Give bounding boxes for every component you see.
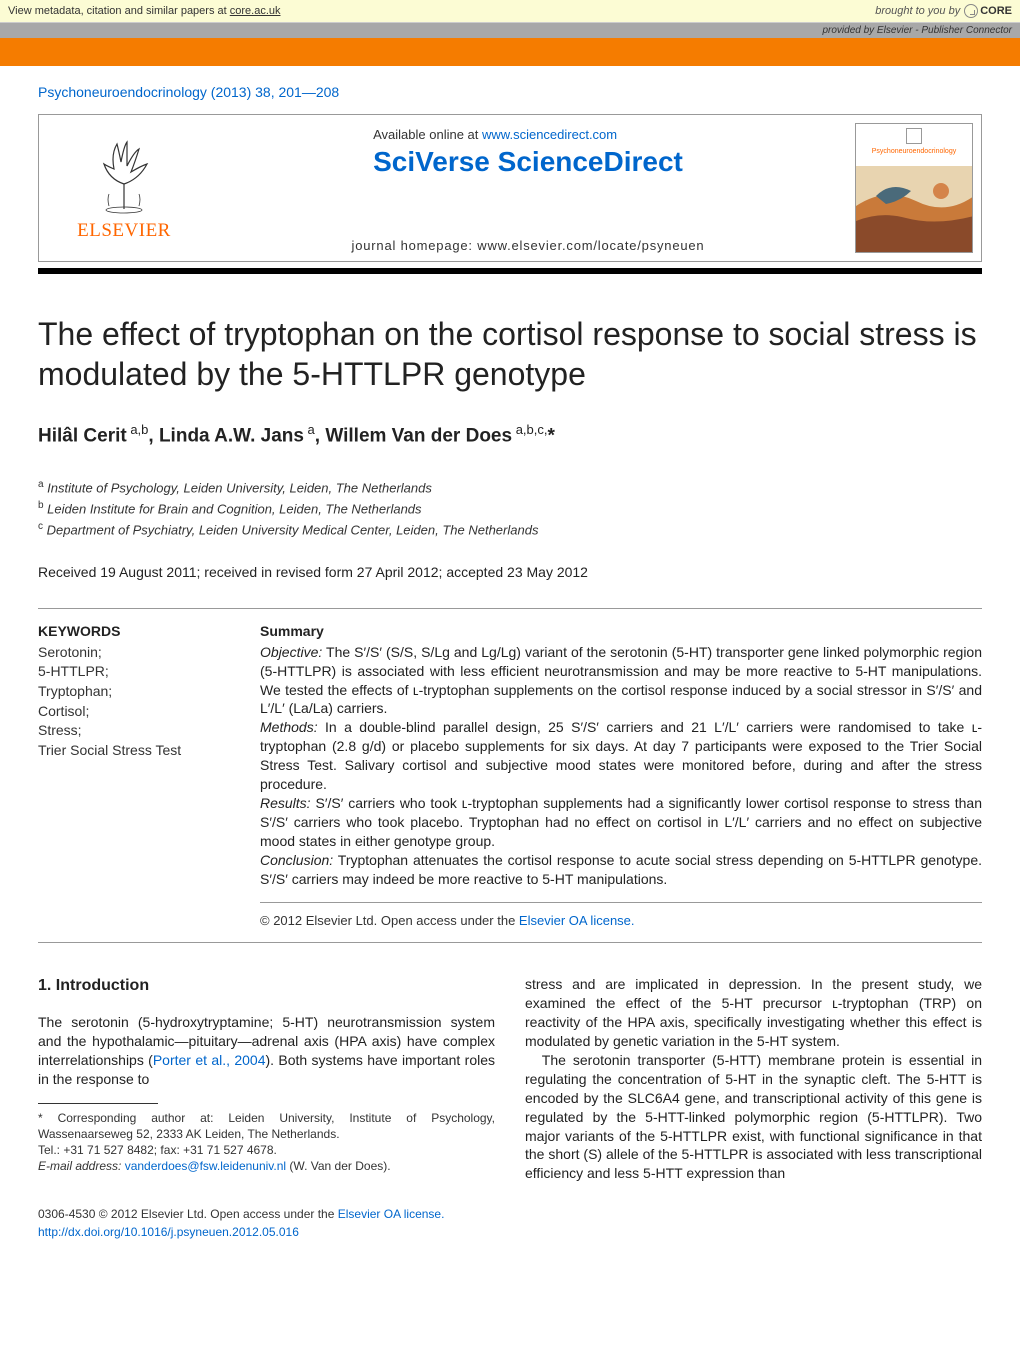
- issn-text: 0306-4530 © 2012 Elsevier Ltd.: [38, 1207, 210, 1221]
- available-online: Available online at www.sciencedirect.co…: [373, 127, 683, 142]
- intro-heading: 1. Introduction: [38, 975, 495, 997]
- copyright-open: Open access under the: [381, 913, 519, 928]
- journal-homepage: journal homepage: www.elsevier.com/locat…: [352, 238, 705, 253]
- orange-bar: [0, 38, 1020, 66]
- intro-col2-p2: The serotonin transporter (5-HTT) membra…: [525, 1051, 982, 1183]
- journal-citation: Psychoneuroendocrinology (2013) 38, 201—…: [38, 66, 982, 114]
- keywords-heading: KEYWORDS: [38, 623, 234, 639]
- journal-cover-block: Psychoneuroendocrinology: [847, 115, 981, 261]
- core-banner: View metadata, citation and similar pape…: [0, 0, 1020, 23]
- keywords-column: KEYWORDS Serotonin;5-HTTLPR;Tryptophan;C…: [38, 623, 234, 929]
- doi-link[interactable]: http://dx.doi.org/10.1016/j.psyneuen.201…: [38, 1225, 299, 1239]
- copyright-prefix: © 2012 Elsevier Ltd.: [260, 913, 381, 928]
- sciencedirect-link[interactable]: www.sciencedirect.com: [482, 127, 617, 142]
- received-line: Received 19 August 2011; received in rev…: [38, 564, 982, 580]
- summary-column: Summary Objective: The S′/S′ (S/S, S/Lg …: [260, 623, 982, 929]
- content-wrapper: Psychoneuroendocrinology (2013) 38, 201—…: [0, 66, 1020, 1261]
- objective-text: The S′/S′ (S/S, S/Lg and Lg/Lg) variant …: [260, 644, 982, 717]
- journal-cover: Psychoneuroendocrinology: [855, 123, 973, 253]
- core-banner-right: brought to you by CORE: [875, 4, 1012, 18]
- authors: Hilâl Cerit a,b, Linda A.W. Jans a, Will…: [38, 422, 982, 447]
- core-logo-icon: [964, 4, 978, 18]
- email-suffix: (W. Van der Does).: [286, 1159, 390, 1173]
- copyright-line: © 2012 Elsevier Ltd. Open access under t…: [260, 902, 982, 928]
- cover-art: [856, 166, 973, 252]
- intro-col-right: stress and are implicated in depression.…: [525, 975, 982, 1183]
- footer-open: Open access under the: [210, 1207, 337, 1221]
- objective-label: Objective:: [260, 644, 322, 660]
- core-banner-left: View metadata, citation and similar pape…: [8, 5, 281, 17]
- core-logo-text: CORE: [980, 5, 1012, 17]
- header-center: Available online at www.sciencedirect.co…: [209, 115, 847, 261]
- footer-section: 0306-4530 © 2012 Elsevier Ltd. Open acce…: [38, 1205, 982, 1261]
- intro-col-left: 1. Introduction The serotonin (5-hydroxy…: [38, 975, 495, 1183]
- provided-banner: provided by Elsevier - Publisher Connect…: [0, 23, 1020, 38]
- porter-citation[interactable]: Porter et al., 2004: [153, 1052, 266, 1068]
- methods-label: Methods:: [260, 719, 318, 735]
- journal-header-box: ELSEVIER Available online at www.science…: [38, 114, 982, 262]
- elsevier-tree-icon: [79, 134, 169, 214]
- affiliations: a Institute of Psychology, Leiden Univer…: [38, 477, 982, 539]
- results-text: S′/S′ carriers who took ʟ-tryptophan sup…: [260, 795, 982, 849]
- elsevier-wordmark: ELSEVIER: [77, 220, 171, 242]
- summary-text: Objective: The S′/S′ (S/S, S/Lg and Lg/L…: [260, 643, 982, 889]
- conclusion-label: Conclusion:: [260, 852, 333, 868]
- homepage-prefix: journal homepage:: [352, 238, 478, 253]
- issn-line: 0306-4530 © 2012 Elsevier Ltd. Open acce…: [38, 1205, 982, 1223]
- email-label: E-mail address:: [38, 1159, 125, 1173]
- view-metadata-text: View metadata, citation and similar pape…: [8, 5, 230, 17]
- homepage-link[interactable]: www.elsevier.com/locate/psyneuen: [477, 238, 704, 253]
- cover-title: Psychoneuroendocrinology: [856, 148, 972, 155]
- elsevier-logo-block: ELSEVIER: [39, 115, 209, 261]
- sciverse-logo: SciVerse ScienceDirect: [373, 146, 683, 178]
- abstract-box: KEYWORDS Serotonin;5-HTTLPR;Tryptophan;C…: [38, 608, 982, 944]
- footnote-divider: [38, 1103, 158, 1104]
- footnotes: * Corresponding author at: Leiden Univer…: [38, 1110, 495, 1175]
- results-label: Results:: [260, 795, 311, 811]
- tel-fax: Tel.: +31 71 527 8482; fax: +31 71 527 4…: [38, 1142, 495, 1158]
- summary-heading: Summary: [260, 623, 982, 639]
- methods-text: In a double-blind parallel design, 25 S′…: [260, 719, 982, 792]
- intro-col2-p1: stress and are implicated in depression.…: [525, 975, 982, 1051]
- keywords-list: Serotonin;5-HTTLPR;Tryptophan;Cortisol;S…: [38, 643, 234, 761]
- core-logo[interactable]: CORE: [964, 4, 1012, 18]
- thick-divider: [38, 268, 982, 274]
- available-prefix: Available online at: [373, 127, 482, 142]
- email-link[interactable]: vanderdoes@fsw.leidenuniv.nl: [125, 1159, 286, 1173]
- footer-license-link[interactable]: Elsevier OA license.: [338, 1207, 445, 1221]
- brought-by-text: brought to you by: [875, 5, 960, 17]
- cover-top-icon: [906, 128, 922, 144]
- intro-columns: 1. Introduction The serotonin (5-hydroxy…: [38, 975, 982, 1183]
- core-link[interactable]: core.ac.uk: [230, 5, 281, 17]
- license-link[interactable]: Elsevier OA license.: [519, 913, 635, 928]
- email-line: E-mail address: vanderdoes@fsw.leidenuni…: [38, 1158, 495, 1174]
- article-title: The effect of tryptophan on the cortisol…: [38, 314, 982, 394]
- intro-p1: The serotonin (5-hydroxytryptamine; 5-HT…: [38, 1013, 495, 1089]
- corresponding-author: * Corresponding author at: Leiden Univer…: [38, 1110, 495, 1142]
- conclusion-text: Tryptophan attenuates the cortisol respo…: [260, 852, 982, 887]
